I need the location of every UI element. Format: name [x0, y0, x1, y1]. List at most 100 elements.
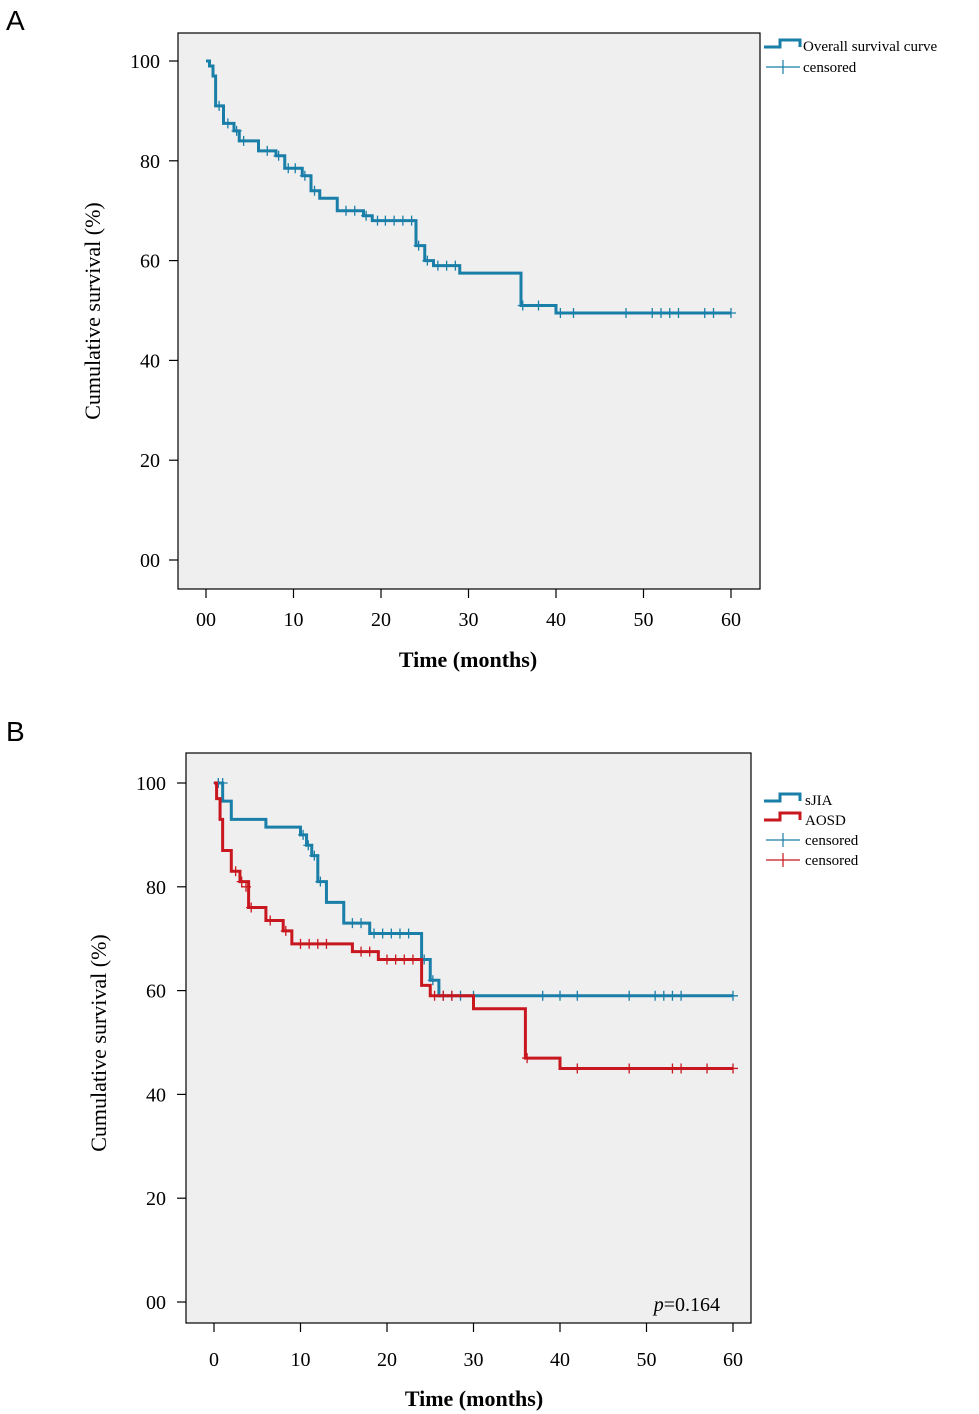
censored-mark-overall-survival-curve [422, 255, 433, 266]
x-tick-label: 10 [291, 1349, 311, 1371]
censored-mark-sjia [427, 975, 438, 986]
censored-mark-aosd [364, 946, 375, 957]
legend: sJIA AOSD censored censored [764, 792, 859, 869]
censored-mark-sjia [217, 778, 228, 788]
x-tick-label: 60 [721, 609, 741, 631]
censored-mark-sjia [369, 928, 380, 939]
censored-mark-aosd [241, 881, 252, 892]
censored-mark-overall-survival-curve [349, 205, 360, 216]
y-tick-label: 80 [140, 151, 160, 173]
y-tick-label: 100 [136, 773, 166, 795]
censored-mark-sjia [386, 928, 397, 939]
censored-mark-aosd [382, 954, 392, 965]
censored-mark-aosd [446, 990, 457, 1001]
censored-mark-aosd [236, 876, 247, 887]
censored-mark-aosd [667, 1063, 678, 1074]
censored-mark-aosd [572, 1063, 583, 1074]
censored-mark-aosd [265, 915, 276, 926]
censored-mark-overall-survival-curve [290, 163, 301, 174]
censored-mark-overall-survival-curve [214, 100, 225, 111]
legend-entry-censored-sjia: censored [766, 833, 859, 849]
legend-entry-censored-aosd: censored [766, 853, 859, 869]
censored-mark-overall-survival-curve [222, 118, 233, 129]
censored-mark-overall-survival-curve [231, 125, 242, 136]
p-value-italic: p [652, 1294, 664, 1316]
legend-swatch-sjia [764, 792, 802, 803]
censored-mark-sjia [667, 990, 678, 1001]
legend-label-censored: censored [803, 60, 857, 76]
censored-mark-overall-survival-curve [450, 260, 461, 271]
y-axis: 00 20 40 60 80 100 [136, 773, 186, 1314]
censored-mark-overall-survival-curve [413, 240, 424, 251]
censored-mark-overall-survival-curve [380, 215, 391, 226]
censored-mark-sjia [676, 990, 687, 1001]
y-tick-label: 80 [146, 877, 166, 899]
censored-mark-aosd [390, 954, 401, 965]
legend-label-sjia: sJIA [805, 793, 833, 809]
legend-label-censored-sjia: censored [805, 833, 859, 849]
y-axis: 00 20 40 60 80 100 [130, 51, 178, 572]
series-group [206, 59, 736, 318]
y-tick-label: 00 [146, 1292, 166, 1314]
censored-mark-aosd [438, 990, 449, 1001]
censored-mark-overall-survival-curve [699, 307, 710, 318]
censored-mark-aosd [399, 954, 410, 965]
censored-mark-overall-survival-curve [517, 300, 528, 311]
x-tick-label: 30 [459, 609, 479, 631]
censored-mark-aosd [702, 1063, 713, 1074]
censored-mark-aosd [429, 990, 440, 1001]
censored-mark-sjia [309, 850, 320, 861]
censored-mark-overall-survival-curve [664, 307, 675, 318]
x-tick-label: 60 [723, 1349, 743, 1371]
censored-mark-sjia [298, 829, 309, 840]
censored-mark-overall-survival-curve [432, 260, 443, 271]
y-axis-label: Cumulative survival (%) [86, 934, 111, 1152]
x-axis-label: Time (months) [405, 1386, 543, 1411]
censored-mark-overall-survival-curve [361, 210, 372, 221]
x-tick-label: 50 [634, 609, 654, 631]
y-tick-label: 100 [130, 51, 160, 73]
censored-mark-overall-survival-curve [673, 307, 684, 318]
censored-mark-aosd [522, 1053, 533, 1064]
censored-mark-aosd [280, 925, 291, 936]
censored-mark-overall-survival-curve [397, 215, 408, 226]
censored-mark-sjia [728, 990, 738, 1001]
x-tick-label: 00 [196, 609, 216, 631]
censored-mark-sjia [572, 990, 583, 1001]
y-tick-label: 40 [146, 1084, 166, 1106]
censored-mark-overall-survival-curve [555, 307, 566, 318]
x-tick-label: 0 [209, 1349, 219, 1371]
censored-mark-overall-survival-curve [262, 145, 273, 156]
legend: Overall survival curve censored [764, 38, 937, 76]
panel-label: A [6, 5, 25, 36]
censored-mark-sjia [403, 928, 414, 939]
censored-mark-aosd [304, 938, 315, 949]
censored-mark-overall-survival-curve [441, 260, 452, 271]
censored-mark-sjia [394, 928, 405, 939]
series-group [213, 778, 738, 1074]
censored-mark-sjia [303, 840, 314, 851]
panel-a: A 00 20 40 60 80 100 00 10 20 30 40 50 60 Cumulativ… [6, 5, 937, 672]
legend-entry-censored: censored [766, 60, 857, 76]
censored-mark-aosd [246, 902, 257, 913]
y-tick-label: 20 [146, 1188, 166, 1210]
y-tick-label: 00 [140, 550, 160, 572]
legend-label-censored-aosd: censored [805, 853, 859, 869]
x-axis: 0 10 20 30 40 50 60 [209, 1323, 743, 1371]
x-tick-label: 20 [371, 609, 391, 631]
censored-mark-sjia [377, 928, 388, 939]
legend-entry-sjia: sJIA [764, 792, 833, 809]
censored-mark-sjia [315, 876, 326, 887]
panel-b: B 00 20 40 60 80 100 0 10 20 30 40 50 60 Cumulative… [6, 716, 859, 1411]
censored-mark-sjia [624, 990, 635, 1001]
censored-mark-overall-survival-curve [533, 300, 544, 311]
censored-mark-overall-survival-curve [341, 205, 351, 216]
censored-mark-overall-survival-curve [708, 307, 719, 318]
censored-mark-overall-survival-curve [621, 307, 631, 318]
p-value-annotation: p=0.164 [652, 1294, 720, 1316]
censored-mark-aosd [624, 1063, 635, 1074]
censored-mark-aosd [312, 938, 323, 949]
p-value-number: =0.164 [664, 1294, 720, 1316]
censored-mark-sjia [658, 990, 669, 1001]
